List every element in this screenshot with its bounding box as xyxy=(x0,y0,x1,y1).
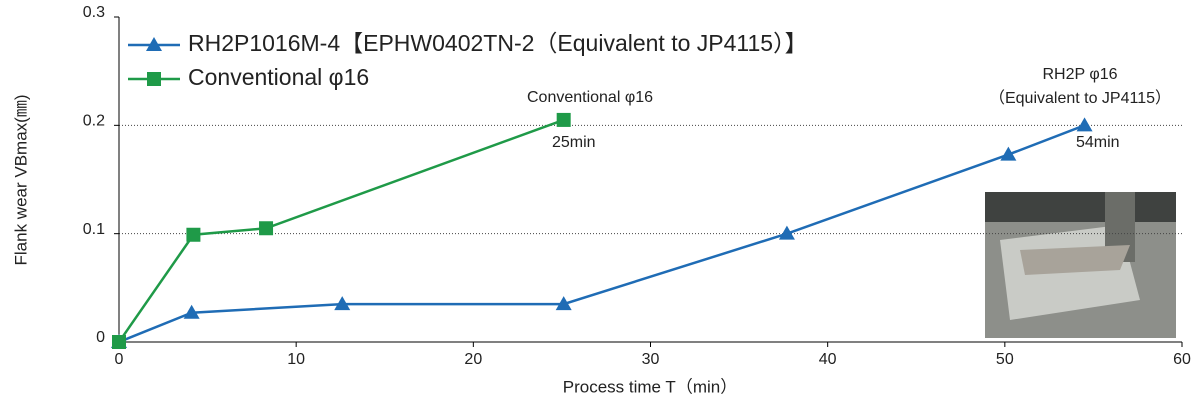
x-tick-label: 10 xyxy=(287,351,305,368)
annotation: RH2P φ16 xyxy=(1042,66,1117,83)
marker xyxy=(183,304,200,319)
x-axis-label: Process time T（min） xyxy=(563,377,737,396)
y-tick-label: 0.2 xyxy=(83,113,105,130)
marker xyxy=(778,225,795,240)
marker xyxy=(1000,146,1017,161)
marker xyxy=(259,221,274,236)
marker xyxy=(334,296,351,311)
marker xyxy=(1076,117,1093,132)
y-tick-label: 0.1 xyxy=(83,221,105,238)
x-tick-label: 20 xyxy=(464,351,482,368)
y-axis-label: Flank wear VBmax(㎜) xyxy=(11,95,30,266)
annotation: Conventional φ16 xyxy=(527,89,653,106)
x-tick-label: 40 xyxy=(819,351,837,368)
marker xyxy=(556,112,571,127)
photo-inset xyxy=(985,192,1176,338)
annotation: （Equivalent to JP4115） xyxy=(989,89,1171,107)
marker xyxy=(147,72,161,86)
x-tick-label: 50 xyxy=(996,351,1014,368)
marker xyxy=(555,296,572,311)
x-tick-label: 0 xyxy=(115,351,124,368)
annotation: 54min xyxy=(1076,134,1120,151)
series-line xyxy=(117,118,565,343)
legend-label: RH2P1016M-4【EPHW0402TN-2（Equivalent to J… xyxy=(188,30,808,56)
marker xyxy=(186,227,201,242)
marker xyxy=(146,37,162,51)
annotation: 25min xyxy=(552,134,596,151)
x-tick-label: 30 xyxy=(642,351,660,368)
legend-label: Conventional φ16 xyxy=(188,64,369,90)
y-tick-label: 0 xyxy=(96,329,105,346)
marker xyxy=(112,335,126,349)
x-tick-label: 60 xyxy=(1173,351,1191,368)
y-tick-label: 0.3 xyxy=(83,4,105,21)
